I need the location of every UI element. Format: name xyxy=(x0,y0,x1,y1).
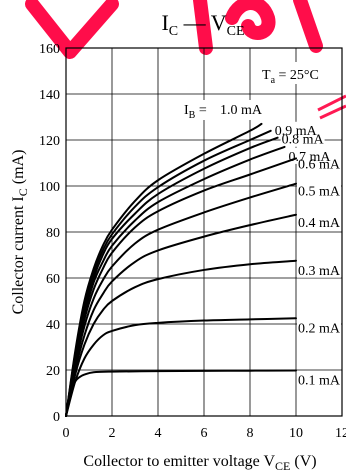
y-tick-labels: 0 20 40 60 80 100 120 140 160 xyxy=(39,42,60,425)
series-label-background xyxy=(297,371,341,388)
y-tick-label: 160 xyxy=(39,42,60,57)
series-label-background xyxy=(297,261,341,278)
series-label-ib-prefix: IB = xyxy=(184,103,207,121)
series-label-ib-equals: = xyxy=(195,103,207,118)
x-tick-label: 10 xyxy=(289,426,303,441)
y-tick-label: 140 xyxy=(39,88,60,103)
annotation-background xyxy=(258,62,338,84)
series-label-background xyxy=(297,213,341,230)
y-axis-title: Collector current IC (mA) xyxy=(10,150,30,315)
y-tick-label: 0 xyxy=(53,410,60,425)
series-line xyxy=(65,157,297,417)
series-line xyxy=(65,182,297,417)
series-line xyxy=(65,369,297,417)
series-label-background xyxy=(297,319,341,336)
series-line xyxy=(65,145,286,417)
x-axis-title: Collector to emitter voltage VCE (V) xyxy=(83,453,316,473)
chart-title: IC — VCE xyxy=(161,10,244,39)
series-label: 0.3 mA xyxy=(298,264,341,279)
title-vce-subscript: CE xyxy=(227,24,245,39)
x-tick-label: 12 xyxy=(335,426,346,441)
watermark-graphic xyxy=(25,0,346,120)
series-label-ib-i: I xyxy=(184,103,189,118)
y-tick-label: 80 xyxy=(46,226,60,241)
x-tick-label: 4 xyxy=(155,426,162,441)
series-label: 0.7 mA xyxy=(289,150,332,165)
x-tick-label: 0 xyxy=(63,426,70,441)
series-labels: 0.1 mA 0.2 mA 0.3 mA 0.4 mA 0.5 mA 0.6 mA0.7 … xyxy=(220,103,341,388)
series-label-background xyxy=(182,100,266,120)
series-label: 0.2 mA xyxy=(298,321,341,336)
series-label-background xyxy=(297,182,341,199)
y-tick-label: 120 xyxy=(39,134,60,149)
annotation-a-subscript: a xyxy=(271,75,276,86)
plot-frame xyxy=(65,47,343,417)
y-tick-label: 40 xyxy=(46,318,60,333)
series-label-backgrounds xyxy=(182,100,341,388)
title-vce: V xyxy=(211,10,227,35)
series-label-ib-subscript: B xyxy=(189,110,196,121)
title-ic: I xyxy=(161,10,168,35)
series-line xyxy=(65,213,297,417)
series-label: 0.8 mA xyxy=(282,133,325,148)
title-dash: — xyxy=(178,10,211,35)
y-axis-title-subscript: C xyxy=(16,188,30,196)
y-axis-title-text: Collector current I xyxy=(10,196,27,314)
series-label: 0.5 mA xyxy=(298,185,341,200)
x-tick-label: 6 xyxy=(201,426,208,441)
annotation-t: T xyxy=(262,68,271,83)
y-tick-label: 100 xyxy=(39,180,60,195)
series-line xyxy=(65,122,263,417)
series-label: 0.4 mA xyxy=(298,216,341,231)
x-axis-title-unit: (V) xyxy=(290,453,316,470)
x-axis-title-text: Collector to emitter voltage V xyxy=(83,453,275,470)
x-axis-title-subscript: CE xyxy=(275,459,290,473)
annotation-value: = 25°C xyxy=(275,68,319,83)
series-label: 0.9 mA xyxy=(275,124,318,139)
series-label-background xyxy=(273,121,318,138)
x-tick-label: 2 xyxy=(109,426,116,441)
series-label: 0.1 mA xyxy=(298,373,341,388)
series-label-background xyxy=(287,147,332,164)
x-tick-labels: 0 2 4 6 8 10 12 xyxy=(63,426,346,441)
y-tick-label: 20 xyxy=(46,364,60,379)
y-axis-title-unit: (mA) xyxy=(10,150,27,189)
y-tick-label: 60 xyxy=(46,272,60,287)
x-tick-label: 8 xyxy=(247,426,254,441)
title-ic-subscript: C xyxy=(169,24,178,39)
grid-lines xyxy=(66,48,342,416)
annotation-ta: Ta = 25°C xyxy=(262,68,319,86)
series-line xyxy=(65,317,297,417)
data-series xyxy=(65,122,297,417)
series-label: 0.6 mA xyxy=(298,157,341,172)
series-line xyxy=(65,259,297,417)
series-label: 1.0 mA xyxy=(220,103,263,118)
